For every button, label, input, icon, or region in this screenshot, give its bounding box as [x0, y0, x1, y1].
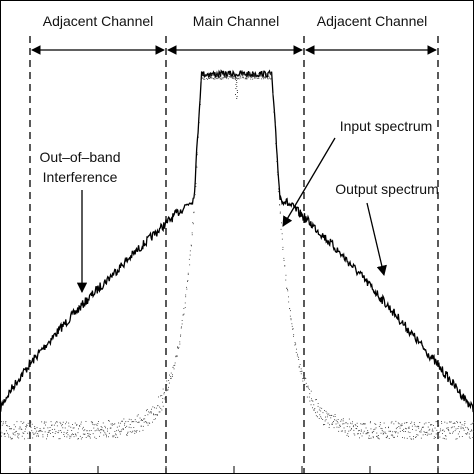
input-spectrum-label: Input spectrum — [340, 118, 433, 134]
right-adjacent-label: Adjacent Channel — [317, 13, 428, 29]
input-spectrum-trace — [0, 73, 474, 440]
out-of-band-label-line1: Out–of–band — [40, 149, 121, 165]
input-passband-dip — [235, 78, 238, 99]
left-adjacent-label: Adjacent Channel — [43, 13, 154, 29]
out-of-band-label-line2: Interference — [43, 169, 118, 185]
bottom-ticks — [29, 466, 439, 474]
channel-boundaries — [29, 36, 439, 474]
input-spectrum-arrow — [282, 137, 336, 227]
output-spectrum-arrow — [366, 202, 387, 277]
output-spectrum-trace — [0, 69, 474, 413]
output-spectrum-label: Output spectrum — [335, 181, 439, 197]
main-channel-label: Main Channel — [193, 13, 279, 29]
spectrum-traces — [0, 69, 474, 440]
